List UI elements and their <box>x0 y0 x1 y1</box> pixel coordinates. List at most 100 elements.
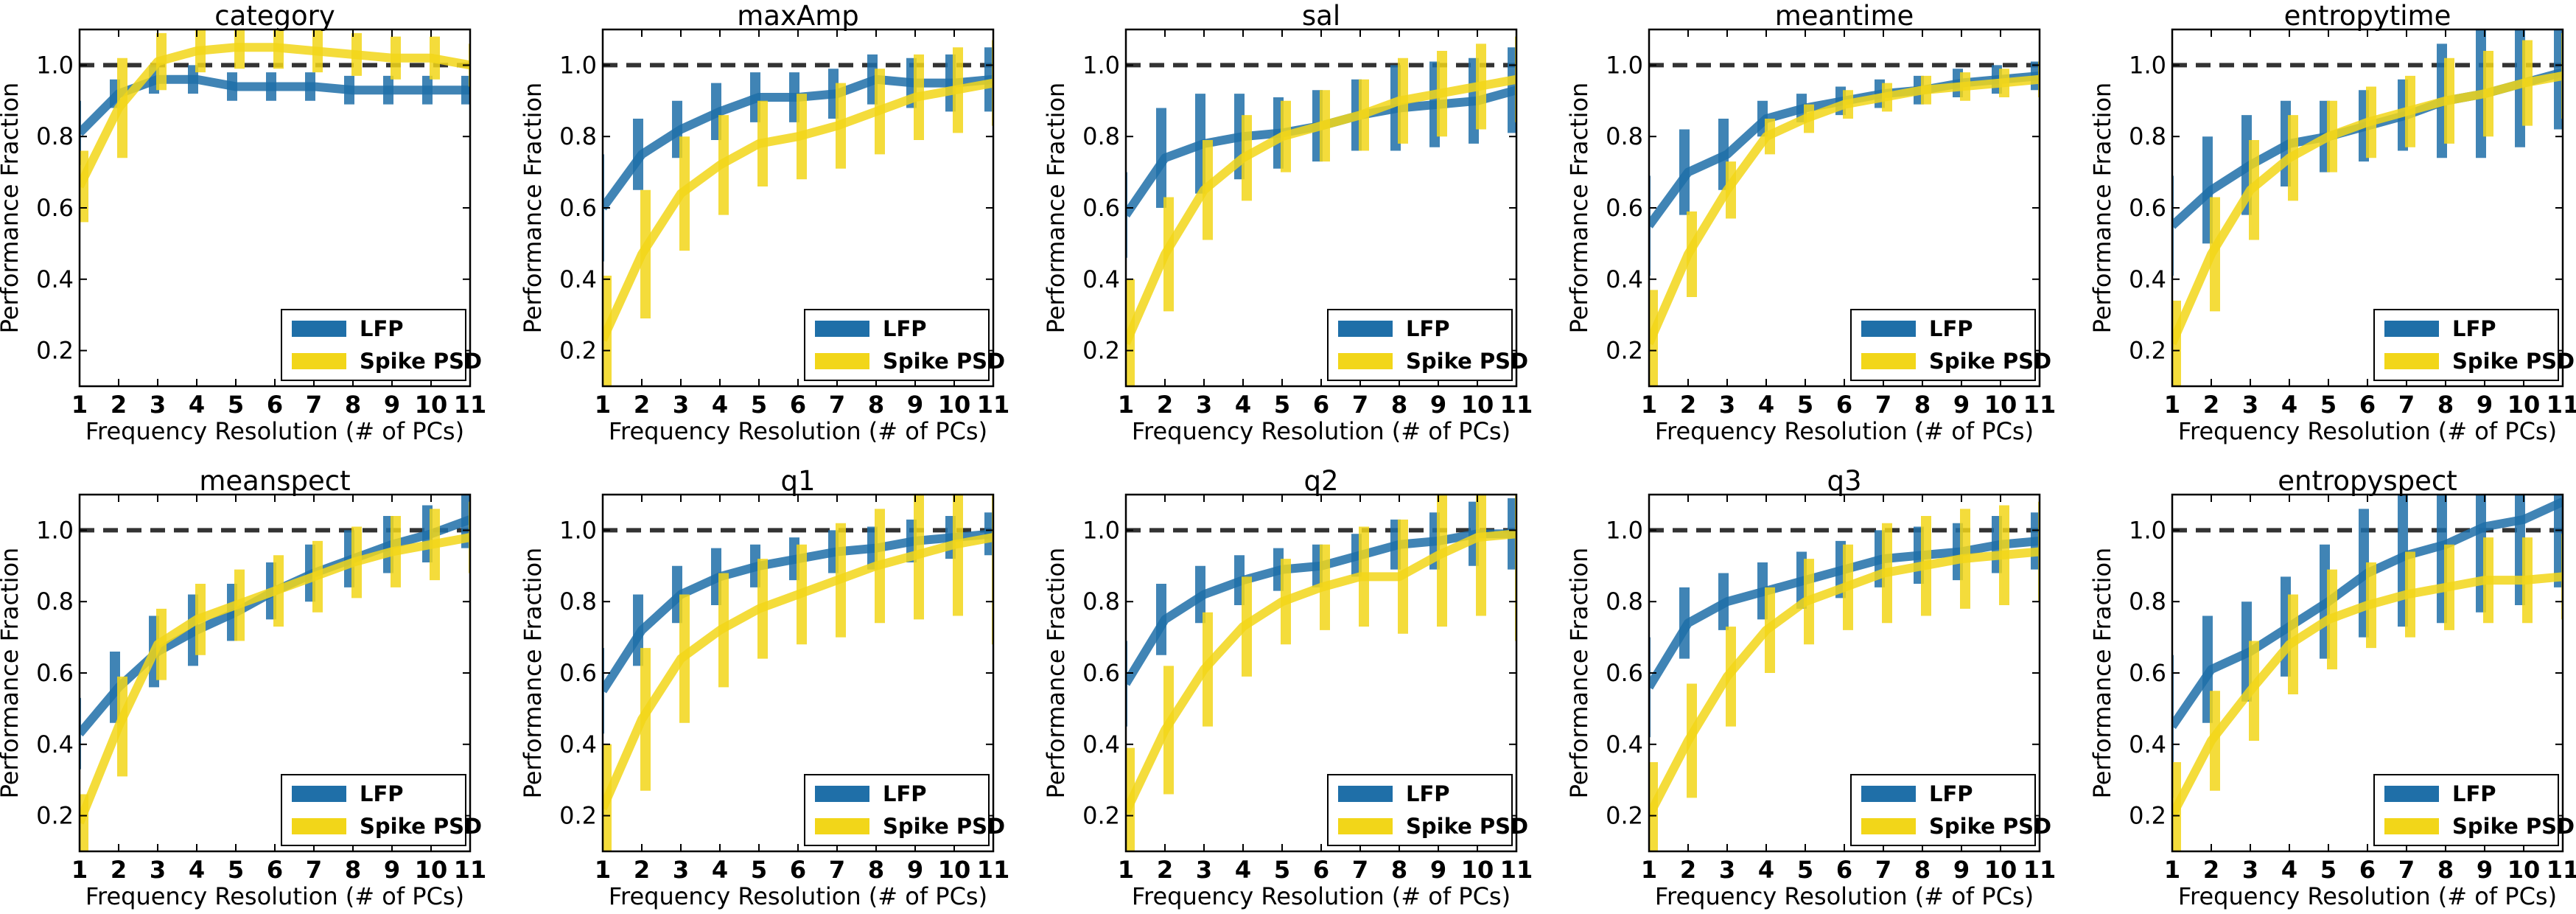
y-axis-label: Performance Fraction <box>1565 83 1593 334</box>
x-tick-label: 8 <box>2437 391 2454 419</box>
x-tick-label: 1 <box>1118 856 1134 884</box>
data-point <box>1765 629 1767 631</box>
legend-label: LFP <box>1406 316 1450 341</box>
data-point <box>2000 554 2001 556</box>
legend: LFP Spike PSD <box>804 309 1005 381</box>
legend-label: Spike PSD <box>1929 814 2051 839</box>
data-point <box>797 136 799 137</box>
y-tick-label: 0.2 <box>36 337 74 365</box>
data-point <box>157 643 158 645</box>
data-point <box>1805 601 1806 602</box>
x-tick-label: 11 <box>977 391 1010 419</box>
data-point <box>2523 579 2524 581</box>
data-point <box>1687 254 1689 255</box>
legend-swatch-lfp <box>815 786 869 802</box>
y-tick-label: 0.2 <box>1082 802 1120 830</box>
x-tick-label: 11 <box>454 856 487 884</box>
legend: LFP Spike PSD <box>1850 774 2051 846</box>
data-point <box>1438 93 1439 94</box>
subplot-category: 1 2 3 4 5 6 7 8 9 10 11 0.2 0.4 0.6 0.8 1.0 category Freq… <box>0 0 486 445</box>
data-point <box>1844 104 1845 105</box>
x-tick-label: 3 <box>150 391 166 419</box>
x-tick-label: 5 <box>2320 391 2337 419</box>
x-tick-label: 8 <box>868 856 884 884</box>
data-point <box>157 61 158 63</box>
x-tick-label: 7 <box>1352 856 1368 884</box>
data-point <box>1765 136 1767 137</box>
data-point <box>1726 153 1728 155</box>
x-tick-label: 8 <box>345 391 361 419</box>
data-point <box>2484 579 2485 581</box>
data-point <box>2406 594 2407 596</box>
data-point <box>953 89 955 91</box>
legend-label: Spike PSD <box>883 349 1005 374</box>
data-point <box>2211 189 2212 191</box>
data-point <box>1281 601 1283 602</box>
x-tick-label: 5 <box>751 391 767 419</box>
subplot-title: q1 <box>780 465 815 497</box>
subplot-sal: 1 2 3 4 5 6 7 8 9 10 11 0.2 0.4 0.6 0.8 1.0 sal Frequency… <box>1042 0 1533 445</box>
y-tick-label: 0.6 <box>559 194 597 222</box>
data-point <box>2367 604 2368 606</box>
y-tick-label: 1.0 <box>36 516 74 544</box>
data-point <box>2211 254 2212 255</box>
legend-label: LFP <box>1929 316 1973 341</box>
x-tick-label: 3 <box>1196 856 1212 884</box>
series-line-lfp <box>80 74 470 136</box>
y-axis-label: Performance Fraction <box>1042 548 1070 799</box>
subplot-title: entropytime <box>2284 0 2451 32</box>
subplot-title: q2 <box>1303 465 1338 497</box>
x-axis-label: Frequency Resolution (# of PCs) <box>85 882 464 910</box>
data-point <box>313 50 315 52</box>
data-point <box>914 97 916 98</box>
x-tick-label: 9 <box>907 391 923 419</box>
y-axis-label: Performance Fraction <box>519 83 547 334</box>
data-point <box>118 107 119 108</box>
x-tick-label: 1 <box>2164 856 2180 884</box>
x-axis-label: Frequency Resolution (# of PCs) <box>1132 882 1511 910</box>
x-tick-label: 7 <box>306 856 322 884</box>
data-point <box>836 579 838 581</box>
data-point <box>1883 97 1884 98</box>
x-tick-label: 10 <box>2507 856 2541 884</box>
legend-swatch-spike-psd <box>815 353 869 369</box>
data-point <box>352 562 354 563</box>
data-point <box>1726 601 1728 602</box>
legend-label: LFP <box>1929 781 1973 806</box>
data-point <box>953 544 955 545</box>
x-tick-label: 10 <box>1461 391 1494 419</box>
legend-swatch-lfp <box>292 321 346 337</box>
data-point <box>1242 157 1244 158</box>
subplot-title: maxAmp <box>737 0 858 32</box>
legend: LFP Spike PSD <box>2373 774 2575 846</box>
data-point <box>2523 519 2524 520</box>
legend: LFP Spike PSD <box>2373 309 2575 381</box>
x-tick-label: 8 <box>868 391 884 419</box>
data-point <box>1203 669 1205 670</box>
data-point <box>352 89 354 91</box>
subplot-entropytime: 1 2 3 4 5 6 7 8 9 10 11 0.2 0.4 0.6 0.8 1.0 entropytime F… <box>2088 0 2576 445</box>
data-point <box>1726 676 1728 677</box>
y-tick-label: 1.0 <box>559 51 597 79</box>
legend-label: Spike PSD <box>883 814 1005 839</box>
legend-swatch-lfp <box>1861 786 1916 802</box>
y-tick-label: 0.4 <box>559 730 597 758</box>
legend-swatch-lfp <box>2384 786 2439 802</box>
x-axis-label: Frequency Resolution (# of PCs) <box>1132 417 1511 445</box>
y-tick-label: 0.6 <box>559 659 597 687</box>
data-point <box>641 719 643 720</box>
y-axis-label: Performance Fraction <box>2088 548 2116 799</box>
x-tick-label: 8 <box>1914 856 1931 884</box>
y-tick-label: 0.8 <box>2129 122 2166 150</box>
legend-label: LFP <box>2452 316 2496 341</box>
y-tick-label: 1.0 <box>1082 516 1120 544</box>
x-tick-label: 6 <box>267 391 283 419</box>
legend-swatch-spike-psd <box>815 818 869 834</box>
data-point <box>1687 740 1689 742</box>
legend-label: Spike PSD <box>360 814 482 839</box>
data-point <box>1961 86 1962 87</box>
subplot-title: meantime <box>1775 0 1914 32</box>
series-line-spike-psd <box>1126 74 1516 346</box>
x-tick-label: 2 <box>1157 391 1173 419</box>
x-tick-label: 5 <box>2320 856 2337 884</box>
